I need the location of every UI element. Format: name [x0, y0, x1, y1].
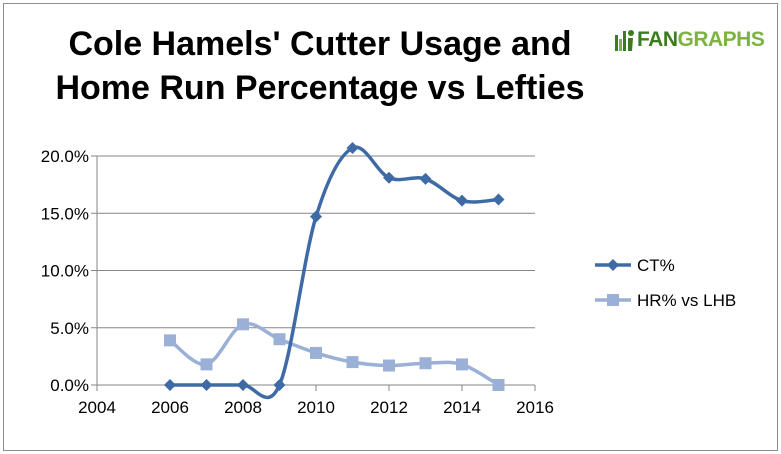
data-point — [383, 359, 395, 372]
data-point — [200, 379, 213, 391]
fangraphs-logo-text-graphs: GRAPHS — [677, 28, 765, 51]
legend: CT% HR% vs LHB — [595, 256, 736, 310]
data-point — [310, 346, 322, 359]
fangraphs-logo-icon — [615, 30, 634, 51]
y-tick-label: 10.0% — [41, 262, 89, 281]
axes: 0.0% 5.0% 10.0% 15.0% 20.0% 2004 2006 2008 2010 2… — [41, 147, 554, 417]
data-point — [456, 194, 468, 207]
data-point — [164, 334, 176, 347]
x-tick-label: 2016 — [516, 398, 554, 417]
data-point — [164, 379, 176, 391]
y-tick-label: 15.0% — [41, 204, 89, 223]
legend-item: HR% vs LHB — [595, 291, 736, 310]
series-CT% — [164, 141, 505, 400]
y-tick-label: 20.0% — [41, 147, 89, 166]
data-point — [310, 210, 322, 223]
legend-label: HR% vs LHB — [637, 291, 736, 310]
chart-title: Cole Hamels' Cutter Usage and Home Run P… — [20, 22, 620, 110]
x-tick-label: 2010 — [297, 398, 335, 417]
x-tick-label: 2012 — [370, 398, 408, 417]
data-point — [419, 172, 432, 185]
data-point — [419, 357, 432, 370]
data-point — [492, 379, 505, 391]
chart-frame — [3, 3, 778, 451]
y-tick-label: 0.0% — [50, 376, 89, 395]
data-point — [383, 171, 395, 184]
series-line — [168, 145, 501, 400]
data-point — [346, 141, 359, 154]
legend-item: CT% — [595, 256, 675, 275]
legend-marker — [607, 259, 619, 271]
gridlines — [97, 155, 535, 329]
data-point — [237, 379, 249, 391]
data-point — [346, 356, 359, 369]
legend-marker — [607, 294, 619, 306]
x-tick-label: 2008 — [224, 398, 262, 417]
series-lines — [164, 141, 505, 400]
data-point — [200, 358, 213, 371]
x-tick-label: 2004 — [78, 398, 116, 417]
fangraphs-logo-text-fan: FAN — [637, 28, 678, 51]
data-point — [273, 379, 286, 391]
data-point — [456, 358, 468, 371]
series-line — [168, 321, 501, 387]
data-point — [237, 318, 249, 331]
data-point — [492, 193, 505, 206]
chart-title-line-1: Cole Hamels' Cutter Usage and — [68, 25, 572, 63]
fangraphs-logo: FAN GRAPHS — [615, 28, 765, 52]
x-tick-label: 2014 — [443, 398, 481, 417]
legend-label: CT% — [637, 256, 675, 275]
data-point — [273, 333, 286, 346]
chart-title-line-2: Home Run Percentage vs Lefties — [55, 69, 585, 107]
y-tick-label: 5.0% — [50, 319, 89, 338]
x-tick-label: 2006 — [151, 398, 189, 417]
series-HR% vs LHB — [164, 318, 505, 391]
